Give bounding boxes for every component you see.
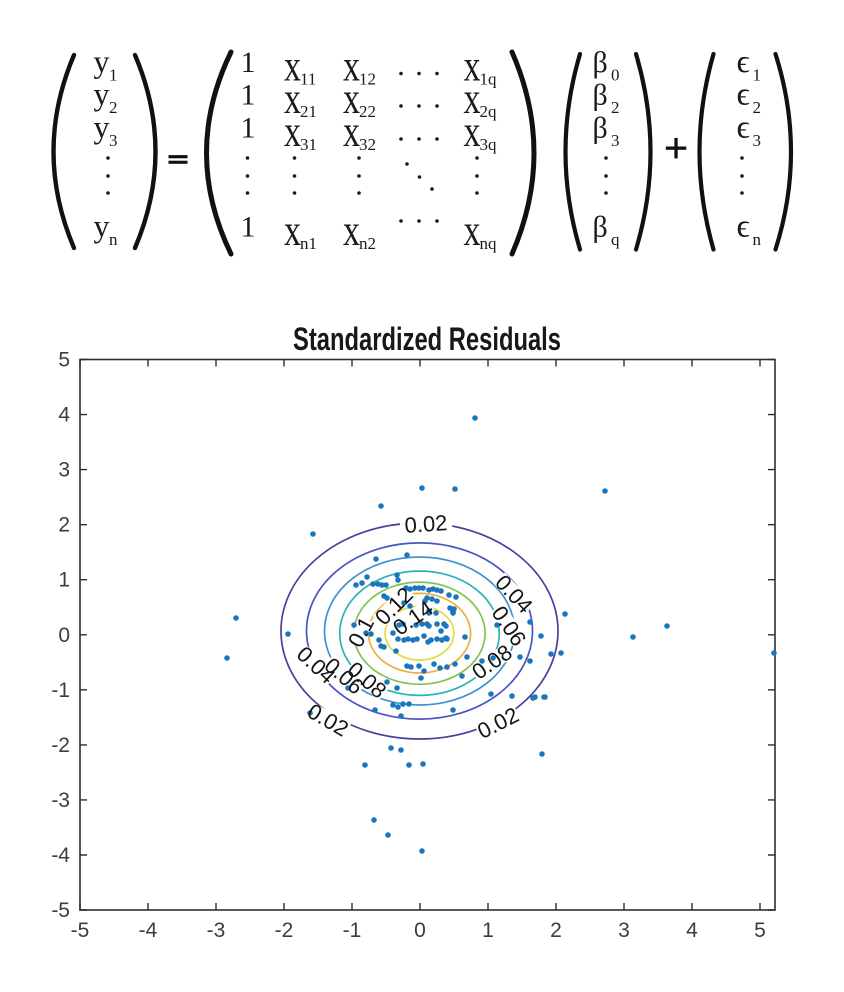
svg-text:-5: -5 xyxy=(71,919,90,942)
svg-text:n: n xyxy=(753,230,762,249)
svg-text:1: 1 xyxy=(482,919,494,942)
svg-text:x: x xyxy=(343,41,360,91)
svg-text:3: 3 xyxy=(753,131,762,150)
svg-text:2: 2 xyxy=(550,919,562,942)
svg-text:1: 1 xyxy=(241,79,256,112)
svg-text:4: 4 xyxy=(686,919,698,942)
svg-text:x: x xyxy=(343,107,360,157)
svg-text:4: 4 xyxy=(58,404,70,427)
svg-text:q: q xyxy=(611,230,620,249)
svg-text:0: 0 xyxy=(611,66,620,85)
svg-text:5: 5 xyxy=(58,349,70,372)
svg-text:n1: n1 xyxy=(300,234,317,253)
svg-text:0.02: 0.02 xyxy=(404,510,448,538)
svg-text:x: x xyxy=(464,41,481,91)
svg-text:2: 2 xyxy=(58,514,70,537)
svg-text:ϵ: ϵ xyxy=(737,209,750,245)
svg-text:1: 1 xyxy=(753,66,762,85)
svg-text:1q: 1q xyxy=(480,70,498,89)
svg-text:x: x xyxy=(284,41,301,91)
svg-text:-2: -2 xyxy=(51,734,70,757)
svg-text:2: 2 xyxy=(753,98,762,117)
svg-text:-4: -4 xyxy=(51,844,70,867)
svg-text:-1: -1 xyxy=(343,919,362,942)
svg-text:ϵ: ϵ xyxy=(737,77,750,113)
svg-text:31: 31 xyxy=(300,135,317,154)
svg-text:2: 2 xyxy=(109,98,118,117)
svg-text:x: x xyxy=(464,206,481,256)
svg-text:β: β xyxy=(593,46,608,79)
svg-text:x: x xyxy=(343,206,360,256)
svg-text:1: 1 xyxy=(241,211,256,244)
svg-text:3: 3 xyxy=(109,131,118,150)
svg-text:3: 3 xyxy=(618,919,630,942)
svg-text:-2: -2 xyxy=(275,919,294,942)
svg-text:ϵ: ϵ xyxy=(737,44,750,80)
svg-text:x: x xyxy=(284,74,301,124)
svg-text:β: β xyxy=(593,211,608,244)
svg-text:12: 12 xyxy=(359,70,376,89)
svg-text:-1: -1 xyxy=(51,679,70,702)
svg-text:x: x xyxy=(284,107,301,157)
svg-text:y: y xyxy=(94,109,110,145)
svg-text:β: β xyxy=(593,112,608,145)
svg-text:2q: 2q xyxy=(480,102,498,121)
svg-text:x: x xyxy=(343,74,360,124)
svg-text:32: 32 xyxy=(359,135,376,154)
svg-text:21: 21 xyxy=(300,102,317,121)
svg-text:2: 2 xyxy=(611,98,620,117)
svg-text:x: x xyxy=(284,206,301,256)
svg-text:x: x xyxy=(464,107,481,157)
svg-text:-5: -5 xyxy=(51,899,70,922)
svg-text:y: y xyxy=(94,43,110,79)
svg-text:ϵ: ϵ xyxy=(737,110,750,146)
svg-text:3: 3 xyxy=(611,131,620,150)
svg-text:-3: -3 xyxy=(51,789,70,812)
svg-text:3q: 3q xyxy=(480,135,498,154)
svg-text:1: 1 xyxy=(109,66,118,85)
svg-text:nq: nq xyxy=(480,234,498,253)
svg-text:x: x xyxy=(464,74,481,124)
svg-text:1: 1 xyxy=(58,569,70,592)
svg-text:Standardized Residuals: Standardized Residuals xyxy=(293,321,561,357)
svg-text:11: 11 xyxy=(300,70,316,89)
svg-text:y: y xyxy=(94,76,110,112)
svg-text:3: 3 xyxy=(58,459,70,482)
svg-text:22: 22 xyxy=(359,102,376,121)
svg-text:0: 0 xyxy=(414,919,426,942)
svg-text:5: 5 xyxy=(754,919,766,942)
svg-text:n2: n2 xyxy=(359,234,376,253)
svg-text:-4: -4 xyxy=(139,919,158,942)
svg-text:1: 1 xyxy=(241,46,256,79)
svg-text:n: n xyxy=(109,230,118,249)
svg-text:β: β xyxy=(593,79,608,112)
svg-text:0: 0 xyxy=(58,624,70,647)
svg-text:y: y xyxy=(94,208,110,244)
svg-text:1: 1 xyxy=(241,112,256,145)
svg-text:-3: -3 xyxy=(207,919,226,942)
